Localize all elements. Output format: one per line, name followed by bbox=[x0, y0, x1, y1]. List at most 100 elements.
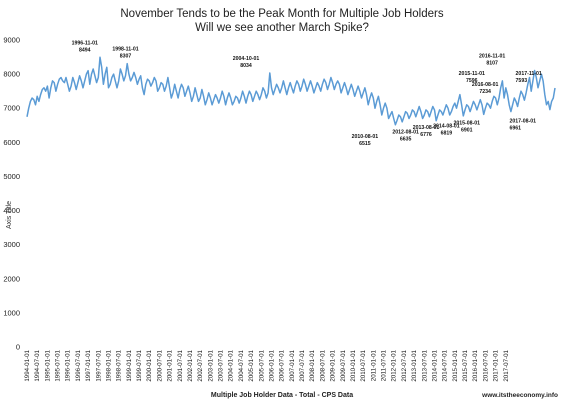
x-tick-label: 2017-07-01 bbox=[503, 349, 510, 381]
x-tick-label: 2011-01-01 bbox=[370, 349, 377, 381]
x-tick-label: 2004-01-01 bbox=[228, 349, 235, 381]
x-tick-label: 2006-07-01 bbox=[279, 349, 286, 381]
annotation-date: 2016-11-01 bbox=[479, 53, 505, 59]
x-tick-label: 2006-01-01 bbox=[269, 349, 276, 381]
x-tick-label: 2015-01-01 bbox=[452, 349, 459, 381]
x-tick-label: 2008-01-01 bbox=[309, 349, 316, 381]
x-tick-label: 1998-01-01 bbox=[106, 349, 113, 381]
annotation-value: 6819 bbox=[441, 130, 453, 136]
x-tick-label: 2011-07-01 bbox=[381, 349, 388, 381]
x-tick-label: 2000-01-01 bbox=[146, 349, 153, 381]
x-tick-label: 2013-07-01 bbox=[421, 349, 428, 381]
x-tick-label: 2009-07-01 bbox=[340, 349, 347, 381]
annotation-value: 6635 bbox=[400, 137, 412, 143]
annotation-value: 7234 bbox=[479, 89, 491, 95]
y-tick-label: 9000 bbox=[3, 36, 20, 45]
y-tick-label: 5000 bbox=[3, 172, 20, 181]
annotation-date: 2017-08-01 bbox=[509, 119, 536, 125]
source-credit: www.itstheeconomy.info bbox=[481, 392, 558, 399]
x-tick-label: 1994-07-01 bbox=[34, 349, 41, 381]
x-tick-label: 2005-07-01 bbox=[258, 349, 265, 381]
annotation-value: 6776 bbox=[420, 132, 432, 138]
x-tick-label: 2001-01-01 bbox=[167, 349, 174, 381]
chart-subtitle: Will we see another March Spike? bbox=[195, 22, 369, 34]
x-tick-label: 2003-07-01 bbox=[218, 349, 225, 381]
y-tick-label: 8000 bbox=[3, 70, 20, 79]
x-tick-label: 1997-07-01 bbox=[95, 349, 102, 381]
x-tick-label: 2008-07-01 bbox=[319, 349, 326, 381]
x-tick-label: 2012-01-01 bbox=[391, 349, 398, 381]
x-tick-label: 1995-01-01 bbox=[44, 349, 51, 381]
series-line bbox=[26, 56, 556, 126]
x-tick-label: 2009-01-01 bbox=[330, 349, 337, 381]
annotation-value: 7596 bbox=[466, 78, 478, 84]
y-axis-title: Axis Title bbox=[6, 201, 13, 229]
x-tick-label: 2017-01-01 bbox=[493, 349, 500, 381]
annotation-date: 2016-08-01 bbox=[472, 82, 499, 88]
x-tick-label: 2007-07-01 bbox=[299, 349, 306, 381]
annotation-date: 2015-11-01 bbox=[459, 71, 485, 77]
x-tick-label: 1994-01-01 bbox=[24, 349, 31, 381]
y-tick-label: 2000 bbox=[3, 274, 20, 283]
annotation-date: 2015-08-01 bbox=[453, 121, 480, 127]
x-tick-label: 1996-01-01 bbox=[65, 349, 72, 381]
annotation-value: 6515 bbox=[359, 141, 371, 147]
y-tick-label: 3000 bbox=[3, 240, 20, 249]
y-tick-label: 6000 bbox=[3, 138, 20, 147]
x-tick-label: 2016-01-01 bbox=[472, 349, 479, 381]
annotation-value: 6901 bbox=[461, 128, 473, 134]
x-tick-label: 2014-07-01 bbox=[442, 349, 449, 381]
x-tick-label: 1997-01-01 bbox=[85, 349, 92, 381]
x-tick-label: 1998-07-01 bbox=[116, 349, 123, 381]
annotation-date: 2004-10-01 bbox=[233, 56, 260, 62]
y-tick-label: 1000 bbox=[3, 308, 20, 317]
x-tick-label: 2001-07-01 bbox=[177, 349, 184, 381]
x-tick-label: 2015-07-01 bbox=[462, 349, 469, 381]
annotation-date: 2013-08-01 bbox=[413, 125, 440, 131]
annotation-value: 8034 bbox=[240, 63, 252, 69]
x-tick-label: 2005-01-01 bbox=[248, 349, 255, 381]
annotation-value: 7593 bbox=[516, 78, 528, 84]
annotation-date: 1996-11-01 bbox=[72, 40, 98, 46]
annotation-date: 2017-11-01 bbox=[516, 71, 542, 77]
y-tick-label: 0 bbox=[16, 343, 20, 352]
x-tick-label: 1999-01-01 bbox=[126, 349, 133, 381]
annotation-date: 1998-11-01 bbox=[112, 47, 138, 53]
annotation-value: 8307 bbox=[120, 54, 132, 60]
x-tick-label: 1995-07-01 bbox=[55, 349, 62, 381]
y-tick-group: 0 1000 2000 3000 4000 5000 6000 7000 8000 9000 bbox=[3, 36, 20, 352]
x-tick-label: 2003-01-01 bbox=[207, 349, 214, 381]
x-tick-label: 2012-07-01 bbox=[401, 349, 408, 381]
annotation-date: 2014-08-01 bbox=[433, 123, 460, 129]
x-tick-label: 2002-07-01 bbox=[197, 349, 204, 381]
x-tick-label: 1999-07-01 bbox=[136, 349, 143, 381]
annotation-value: 6961 bbox=[509, 126, 521, 132]
y-tick-label: 4000 bbox=[3, 206, 20, 215]
x-tick-label: 2014-01-01 bbox=[432, 349, 439, 381]
y-tick-label: 7000 bbox=[3, 104, 20, 113]
x-axis-title: Multiple Job Holder Data - Total - CPS D… bbox=[211, 392, 353, 399]
x-tick-group: 1994-01-01 1994-07-01 1995-01-01 1995-07-01… bbox=[24, 349, 510, 381]
x-tick-label: 2013-01-01 bbox=[411, 349, 418, 381]
annotation-date: 2012-08-01 bbox=[392, 130, 419, 136]
x-tick-label: 2010-01-01 bbox=[350, 349, 357, 381]
x-tick-label: 1996-07-01 bbox=[75, 349, 82, 381]
x-tick-label: 2000-07-01 bbox=[156, 349, 163, 381]
annotation-value: 8107 bbox=[486, 60, 498, 66]
x-tick-label: 2002-01-01 bbox=[187, 349, 194, 381]
